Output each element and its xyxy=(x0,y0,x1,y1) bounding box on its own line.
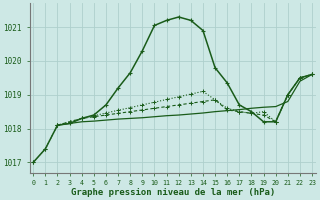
X-axis label: Graphe pression niveau de la mer (hPa): Graphe pression niveau de la mer (hPa) xyxy=(70,188,275,197)
